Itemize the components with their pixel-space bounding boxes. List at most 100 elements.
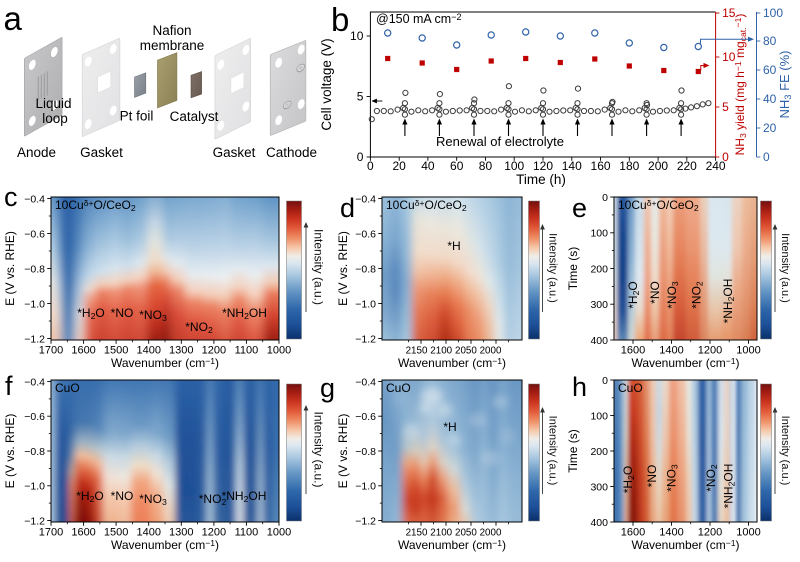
svg-text:Gasket: Gasket: [80, 145, 123, 160]
svg-text:400: 400: [590, 517, 608, 529]
svg-text:*NO2: *NO2: [199, 492, 227, 507]
svg-text:*NO2: *NO2: [690, 281, 705, 309]
svg-text:1200: 1200: [698, 527, 722, 539]
svg-text:60: 60: [450, 159, 464, 173]
svg-text:1400: 1400: [659, 345, 683, 357]
svg-text:*NO: *NO: [648, 281, 662, 304]
svg-text:−0.8: −0.8: [355, 446, 376, 458]
svg-text:100: 100: [763, 6, 783, 20]
svg-text:120: 120: [533, 159, 553, 173]
svg-text:200: 200: [590, 263, 608, 275]
svg-text:2000: 2000: [480, 528, 502, 539]
svg-text:Intensity (a.u.): Intensity (a.u.): [779, 233, 791, 303]
svg-text:CuO: CuO: [55, 381, 80, 395]
svg-text:Gasket: Gasket: [213, 145, 256, 160]
svg-text:100: 100: [590, 228, 608, 240]
svg-text:100: 100: [504, 159, 524, 173]
svg-text:Nafion: Nafion: [152, 23, 191, 38]
svg-text:e: e: [572, 193, 587, 223]
svg-text:80: 80: [763, 34, 777, 48]
svg-text:1000: 1000: [736, 527, 760, 539]
svg-text:Intensity (a.u.): Intensity (a.u.): [312, 229, 326, 305]
svg-text:1300: 1300: [169, 527, 193, 539]
svg-text:d: d: [340, 193, 355, 223]
svg-text:220: 220: [677, 159, 697, 173]
svg-text:*NO3: *NO3: [665, 281, 680, 309]
svg-text:1200: 1200: [698, 345, 722, 357]
svg-text:Anode: Anode: [17, 145, 56, 160]
svg-text:−0.4: −0.4: [24, 193, 45, 205]
svg-text:*H2O: *H2O: [626, 281, 641, 308]
svg-text:a: a: [4, 0, 23, 37]
svg-text:20: 20: [392, 159, 406, 173]
svg-text:−0.4: −0.4: [24, 376, 45, 388]
svg-text:1200: 1200: [202, 345, 226, 357]
svg-text:*NO3: *NO3: [665, 464, 680, 492]
svg-text:*H2O: *H2O: [621, 466, 636, 493]
svg-text:c: c: [4, 182, 18, 212]
svg-text:−0.6: −0.6: [24, 228, 45, 240]
svg-text:*NO: *NO: [645, 465, 659, 488]
svg-text:−1.0: −1.0: [24, 298, 45, 310]
svg-text:−1.2: −1.2: [355, 515, 376, 527]
svg-text:1300: 1300: [169, 345, 193, 357]
svg-text:1500: 1500: [104, 345, 128, 357]
svg-text:Wavenumber (cm−1): Wavenumber (cm−1): [111, 538, 219, 552]
svg-text:Cell voltage (V): Cell voltage (V): [319, 38, 334, 130]
svg-text:Wavenumber (cm−1): Wavenumber (cm−1): [398, 538, 506, 552]
svg-text:1500: 1500: [104, 527, 128, 539]
svg-text:@150 mA cm−2: @150 mA cm−2: [376, 12, 461, 26]
svg-text:300: 300: [590, 299, 608, 311]
svg-text:E (V vs. RHE): E (V vs. RHE): [336, 231, 350, 306]
svg-text:Time (h): Time (h): [516, 172, 566, 187]
svg-text:E (V vs. RHE): E (V vs. RHE): [3, 414, 17, 489]
svg-text:−1.0: −1.0: [355, 481, 376, 493]
svg-text:NH3 yield (mg h−1 mgcat.−1): NH3 yield (mg h−1 mgcat.−1): [733, 14, 748, 156]
svg-text:Wavenumber (cm−1): Wavenumber (cm−1): [398, 356, 506, 370]
svg-text:1000: 1000: [267, 527, 291, 539]
svg-text:10: 10: [350, 29, 364, 43]
svg-text:*NH2OH: *NH2OH: [722, 464, 737, 509]
svg-text:2150: 2150: [406, 528, 428, 539]
svg-text:*NO2: *NO2: [185, 320, 213, 335]
svg-text:Intensity (a.u.): Intensity (a.u.): [547, 233, 559, 303]
svg-text:200: 200: [590, 446, 608, 458]
svg-text:Renewal of electrolyte: Renewal of electrolyte: [436, 134, 564, 149]
svg-text:*NH2OH: *NH2OH: [222, 489, 267, 504]
svg-text:2000: 2000: [480, 346, 502, 357]
svg-text:2050: 2050: [455, 346, 477, 357]
svg-text:5: 5: [722, 100, 729, 114]
svg-text:10Cuδ+O/CeO2: 10Cuδ+O/CeO2: [618, 198, 699, 213]
svg-text:−0.8: −0.8: [24, 263, 45, 275]
svg-text:−0.8: −0.8: [24, 446, 45, 458]
svg-text:f: f: [5, 371, 13, 401]
svg-text:1000: 1000: [736, 345, 760, 357]
svg-text:10Cuδ+O/CeO2: 10Cuδ+O/CeO2: [386, 198, 467, 213]
svg-text:15: 15: [722, 6, 736, 20]
svg-text:0: 0: [367, 159, 374, 173]
svg-text:0: 0: [602, 192, 608, 204]
svg-text:−1.2: −1.2: [355, 333, 376, 345]
svg-text:2100: 2100: [430, 528, 452, 539]
svg-text:*NO3: *NO3: [139, 492, 167, 507]
svg-text:1700: 1700: [39, 345, 63, 357]
svg-text:100: 100: [590, 410, 608, 422]
svg-text:Intensity (a.u.): Intensity (a.u.): [547, 416, 559, 486]
svg-text:Time (s): Time (s): [566, 247, 580, 291]
svg-text:*NO: *NO: [111, 306, 134, 320]
svg-text:1400: 1400: [659, 527, 683, 539]
svg-text:5: 5: [357, 90, 364, 104]
svg-text:CuO: CuO: [618, 381, 643, 395]
svg-text:*NO2: *NO2: [704, 464, 719, 492]
svg-text:NH3 FE (%): NH3 FE (%): [777, 50, 793, 118]
svg-text:CuO: CuO: [386, 381, 411, 395]
svg-text:−0.4: −0.4: [355, 193, 376, 205]
svg-text:0: 0: [602, 375, 608, 387]
svg-text:1200: 1200: [202, 527, 226, 539]
svg-text:loop: loop: [42, 111, 68, 126]
svg-text:10: 10: [722, 50, 736, 64]
svg-text:1600: 1600: [71, 527, 95, 539]
svg-text:240: 240: [706, 159, 726, 173]
svg-text:1600: 1600: [71, 345, 95, 357]
svg-text:*H2O: *H2O: [77, 306, 104, 321]
